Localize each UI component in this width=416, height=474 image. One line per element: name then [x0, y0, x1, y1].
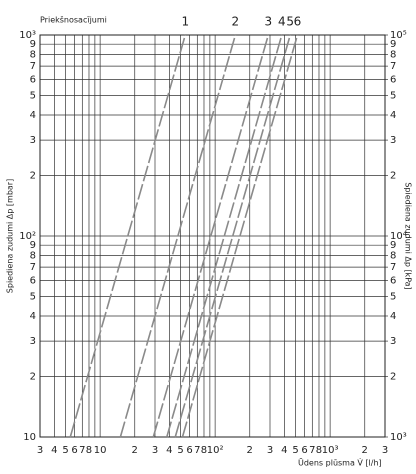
x-tick-label: 3 — [37, 445, 43, 456]
y2-tick-label: 9 — [390, 39, 396, 50]
x-tick-label: 2 — [247, 445, 253, 456]
x-tick-label: 10² — [207, 445, 224, 456]
x-tick-label: 7 — [79, 445, 85, 456]
x-tick-label: 2 — [132, 445, 138, 456]
y-tick-label: 2 — [30, 170, 36, 181]
y-tick-label: 4 — [30, 110, 36, 121]
y-tick-label: 3 — [30, 336, 36, 347]
y2-tick-label: 10⁵ — [390, 30, 407, 41]
y-tick-label: 10 — [23, 432, 36, 443]
y2-tick-label: 9 — [390, 240, 396, 251]
x-tick-label: 8 — [201, 445, 207, 456]
y2-tick-label: 3 — [390, 135, 396, 146]
series-line — [174, 34, 292, 438]
series-line — [119, 34, 237, 438]
series-label: 4 — [278, 15, 286, 29]
y-tick-label: 2 — [30, 371, 36, 382]
x-tick-label: 8 — [316, 445, 322, 456]
chart-title: Priekšnosacījumi — [40, 15, 107, 25]
x-tick-label: 10 — [94, 445, 107, 456]
y-tick-label: 10² — [19, 231, 36, 242]
x-tick-label: 6 — [186, 445, 192, 456]
x-tick-label: 4 — [51, 445, 57, 456]
y-tick-label: 8 — [30, 49, 36, 60]
series-label: 2 — [232, 15, 240, 29]
y2-tick-label: 5 — [390, 292, 396, 303]
x-tick-label: 6 — [71, 445, 77, 456]
x-tick-label: 7 — [194, 445, 200, 456]
y2-tick-label: 2 — [390, 371, 396, 382]
series-line — [69, 34, 187, 438]
y2-tick-label: 8 — [390, 49, 396, 60]
x-tick-label: 3 — [382, 445, 388, 456]
series-label: 5 — [286, 15, 294, 29]
x-tick-label: 4 — [166, 445, 172, 456]
y2-tick-label: 6 — [390, 276, 396, 287]
y2-axis-label: Spiediena zudumi Δp [kPa] — [404, 182, 413, 289]
y-axis-label: Spiediena zudumi Δp [mbar] — [6, 179, 15, 293]
y-tick-label: 9 — [30, 240, 36, 251]
y2-tick-label: 3 — [390, 336, 396, 347]
series-label: 3 — [264, 15, 272, 29]
y-tick-label: 7 — [30, 61, 36, 72]
y2-tick-label: 2 — [390, 170, 396, 181]
y-tick-label: 3 — [30, 135, 36, 146]
plot-frame — [39, 34, 386, 438]
y-tick-label: 5 — [30, 292, 36, 303]
series-line — [152, 34, 270, 438]
x-tick-label: 3 — [267, 445, 273, 456]
y-tick-label: 10³ — [19, 30, 36, 41]
y-tick-label: 5 — [30, 91, 36, 102]
y2-tick-label: 10⁴ — [390, 231, 407, 242]
x-tick-label: 5 — [177, 445, 183, 456]
y2-tick-label: 7 — [390, 262, 396, 273]
y2-tick-label: 4 — [390, 110, 396, 121]
x-tick-label: 5 — [292, 445, 298, 456]
y-tick-label: 6 — [30, 276, 36, 287]
series-line — [181, 34, 299, 438]
y-tick-label: 6 — [30, 75, 36, 86]
y2-tick-label: 7 — [390, 61, 396, 72]
y-tick-label: 4 — [30, 311, 36, 322]
series-label: 6 — [294, 15, 302, 29]
x-tick-label: 3 — [152, 445, 158, 456]
y2-tick-label: 10³ — [390, 432, 407, 443]
x-tick-label: 10³ — [322, 445, 339, 456]
x-tick-label: 4 — [281, 445, 287, 456]
y-tick-label: 8 — [30, 250, 36, 261]
y2-tick-label: 6 — [390, 75, 396, 86]
x-axis-label: Ūdens plūsma V̇ [l/h] — [298, 457, 382, 467]
y-tick-label: 7 — [30, 262, 36, 273]
series-line — [166, 34, 283, 438]
y2-tick-label: 8 — [390, 250, 396, 261]
x-tick-label: 8 — [86, 445, 92, 456]
y2-tick-label: 4 — [390, 311, 396, 322]
x-tick-label: 5 — [62, 445, 68, 456]
y-tick-label: 9 — [30, 39, 36, 50]
x-tick-label: 2 — [362, 445, 368, 456]
series-label: 1 — [181, 15, 189, 29]
x-tick-label: 6 — [301, 445, 307, 456]
y2-tick-label: 5 — [390, 91, 396, 102]
x-tick-label: 7 — [309, 445, 315, 456]
